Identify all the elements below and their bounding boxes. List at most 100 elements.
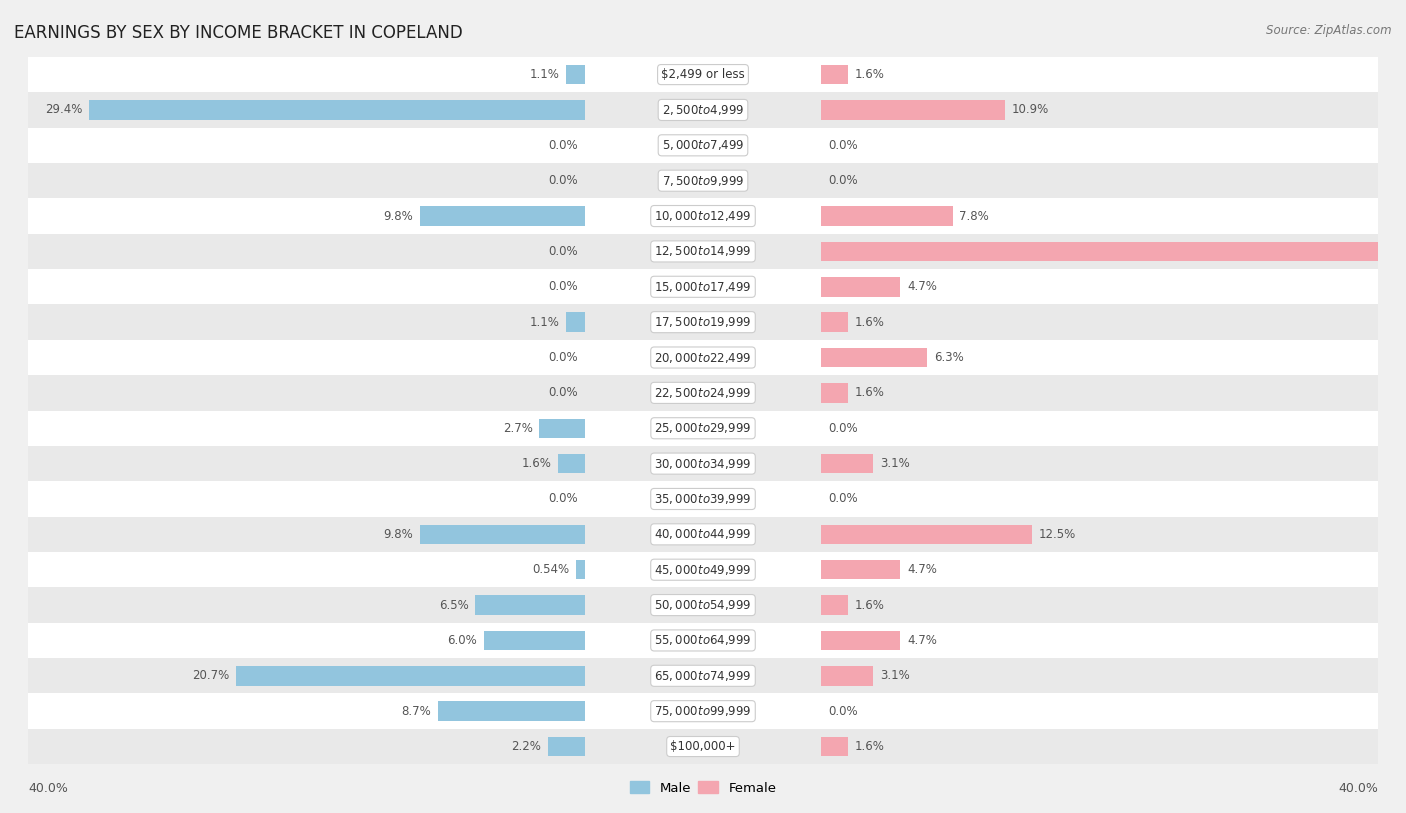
Bar [821, 312, 848, 332]
Text: $12,500 to $14,999: $12,500 to $14,999 [654, 245, 752, 259]
Text: 0.54%: 0.54% [531, 563, 569, 576]
Bar [821, 524, 1032, 544]
Bar [548, 737, 585, 756]
Bar [28, 340, 1378, 375]
Text: 0.0%: 0.0% [548, 280, 578, 293]
Text: 0.0%: 0.0% [548, 139, 578, 152]
Text: 1.6%: 1.6% [855, 386, 884, 399]
Bar [567, 312, 585, 332]
Text: 0.0%: 0.0% [828, 139, 858, 152]
Bar [821, 348, 928, 367]
Text: 0.0%: 0.0% [828, 422, 858, 435]
Text: 4.7%: 4.7% [907, 563, 936, 576]
Text: $5,000 to $7,499: $5,000 to $7,499 [662, 138, 744, 152]
Bar [28, 128, 1378, 163]
Bar [821, 65, 848, 85]
Bar [821, 454, 873, 473]
Text: 0.0%: 0.0% [548, 174, 578, 187]
Bar [558, 454, 585, 473]
Text: $100,000+: $100,000+ [671, 740, 735, 753]
Text: 0.0%: 0.0% [548, 493, 578, 506]
Text: 3.1%: 3.1% [880, 669, 910, 682]
Bar [236, 666, 585, 685]
Bar [28, 92, 1378, 128]
Text: 2.2%: 2.2% [512, 740, 541, 753]
Bar [28, 517, 1378, 552]
Text: 0.0%: 0.0% [548, 245, 578, 258]
Text: 6.3%: 6.3% [934, 351, 965, 364]
Bar [28, 587, 1378, 623]
Bar [821, 666, 873, 685]
Text: 29.4%: 29.4% [45, 103, 82, 116]
Text: 7.8%: 7.8% [959, 210, 990, 223]
Text: 0.0%: 0.0% [548, 386, 578, 399]
Bar [28, 198, 1378, 233]
Bar [28, 729, 1378, 764]
Text: 9.8%: 9.8% [382, 528, 413, 541]
Text: 8.7%: 8.7% [402, 705, 432, 718]
Text: 40.0%: 40.0% [1339, 782, 1378, 795]
Text: $25,000 to $29,999: $25,000 to $29,999 [654, 421, 752, 435]
Text: 0.0%: 0.0% [828, 705, 858, 718]
Text: EARNINGS BY SEX BY INCOME BRACKET IN COPELAND: EARNINGS BY SEX BY INCOME BRACKET IN COP… [14, 24, 463, 42]
Text: 9.8%: 9.8% [382, 210, 413, 223]
Bar [28, 659, 1378, 693]
Text: $30,000 to $34,999: $30,000 to $34,999 [654, 457, 752, 471]
Bar [28, 481, 1378, 517]
Text: 10.9%: 10.9% [1012, 103, 1049, 116]
Text: $7,500 to $9,999: $7,500 to $9,999 [662, 174, 744, 188]
Bar [821, 100, 1005, 120]
Bar [28, 57, 1378, 92]
Text: $22,500 to $24,999: $22,500 to $24,999 [654, 386, 752, 400]
Text: $15,000 to $17,499: $15,000 to $17,499 [654, 280, 752, 293]
Bar [821, 277, 900, 297]
Bar [821, 383, 848, 402]
Bar [28, 446, 1378, 481]
Text: 3.1%: 3.1% [880, 457, 910, 470]
Text: 2.7%: 2.7% [503, 422, 533, 435]
Text: 12.5%: 12.5% [1039, 528, 1076, 541]
Text: 4.7%: 4.7% [907, 634, 936, 647]
Text: $2,499 or less: $2,499 or less [661, 68, 745, 81]
Text: 1.6%: 1.6% [855, 740, 884, 753]
Text: $65,000 to $74,999: $65,000 to $74,999 [654, 669, 752, 683]
Bar [28, 411, 1378, 446]
Text: 40.0%: 40.0% [28, 782, 67, 795]
Bar [475, 595, 585, 615]
Text: $50,000 to $54,999: $50,000 to $54,999 [654, 598, 752, 612]
Text: $75,000 to $99,999: $75,000 to $99,999 [654, 704, 752, 718]
Text: $2,500 to $4,999: $2,500 to $4,999 [662, 103, 744, 117]
Text: $17,500 to $19,999: $17,500 to $19,999 [654, 315, 752, 329]
Bar [821, 560, 900, 580]
Bar [540, 419, 585, 438]
Text: $40,000 to $44,999: $40,000 to $44,999 [654, 528, 752, 541]
Bar [28, 623, 1378, 658]
Text: $35,000 to $39,999: $35,000 to $39,999 [654, 492, 752, 506]
Bar [419, 524, 585, 544]
Legend: Male, Female: Male, Female [624, 776, 782, 800]
Text: 4.7%: 4.7% [907, 280, 936, 293]
Text: 0.0%: 0.0% [828, 174, 858, 187]
Bar [28, 552, 1378, 587]
Text: 1.6%: 1.6% [855, 598, 884, 611]
Text: $55,000 to $64,999: $55,000 to $64,999 [654, 633, 752, 647]
Bar [484, 631, 585, 650]
Bar [28, 693, 1378, 729]
Text: 0.0%: 0.0% [828, 493, 858, 506]
Text: 1.1%: 1.1% [530, 315, 560, 328]
Bar [821, 595, 848, 615]
Text: 1.6%: 1.6% [522, 457, 551, 470]
Bar [28, 233, 1378, 269]
Bar [28, 269, 1378, 304]
Text: 20.7%: 20.7% [191, 669, 229, 682]
Bar [821, 737, 848, 756]
Bar [28, 304, 1378, 340]
Text: 0.0%: 0.0% [548, 351, 578, 364]
Text: 1.6%: 1.6% [855, 68, 884, 81]
Text: $45,000 to $49,999: $45,000 to $49,999 [654, 563, 752, 576]
Bar [821, 631, 900, 650]
Text: 1.1%: 1.1% [530, 68, 560, 81]
Bar [567, 65, 585, 85]
Text: Source: ZipAtlas.com: Source: ZipAtlas.com [1267, 24, 1392, 37]
Text: 6.0%: 6.0% [447, 634, 477, 647]
